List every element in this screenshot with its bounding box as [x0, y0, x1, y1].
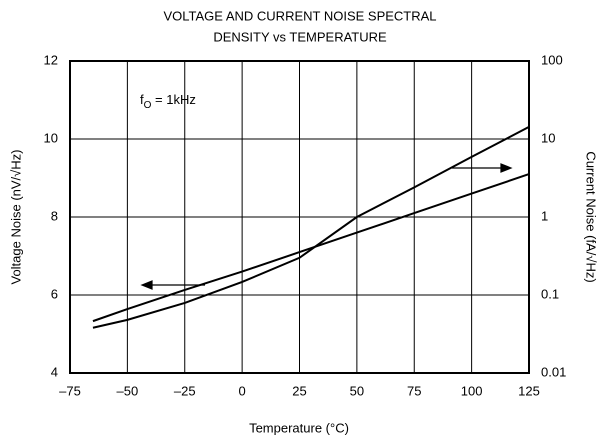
x-tick-label: 25: [292, 383, 306, 398]
chart-title: DENSITY vs TEMPERATURE: [213, 29, 387, 44]
y2-tick-label: 10: [541, 130, 555, 145]
x-tick-label: –75: [59, 383, 81, 398]
y2-tick-label: 0.01: [541, 364, 566, 379]
x-tick-label: –50: [117, 383, 139, 398]
y2-tick-label: 100: [541, 52, 563, 67]
annotation-main: f: [140, 92, 144, 107]
arrow-head: [500, 163, 513, 173]
y2-tick-label: 0.1: [541, 286, 559, 301]
x-tick-label: 50: [350, 383, 364, 398]
x-tick-label: –25: [174, 383, 196, 398]
annotation: fO = 1kHz: [140, 92, 196, 110]
x-axis-label: Temperature (°C): [249, 420, 349, 435]
y-tick-label: 12: [44, 52, 58, 67]
series-line: [92, 173, 530, 323]
plot-frame: [69, 60, 530, 374]
y-axis-label: Voltage Noise (nV/√Hz): [8, 149, 23, 284]
arrows: [140, 163, 513, 290]
y2-axis-label: Current Noise (fA/√Hz): [584, 151, 599, 282]
y-tick-label: 8: [51, 208, 58, 223]
arrow-head: [140, 280, 153, 290]
y-tick-label: 4: [51, 364, 58, 379]
y2-tick-label: 1: [541, 208, 548, 223]
x-tick-label: 75: [407, 383, 421, 398]
x-tick-label: 0: [239, 383, 246, 398]
annotation-tail: = 1kHz: [151, 92, 195, 107]
x-tick-label: 125: [518, 383, 540, 398]
x-tick-label: 100: [461, 383, 483, 398]
y-tick-label: 6: [51, 286, 58, 301]
annotation-subscript: O: [144, 100, 152, 111]
y-tick-label: 10: [44, 130, 58, 145]
series-line: [92, 125, 530, 329]
chart-title: VOLTAGE AND CURRENT NOISE SPECTRAL: [163, 8, 436, 23]
